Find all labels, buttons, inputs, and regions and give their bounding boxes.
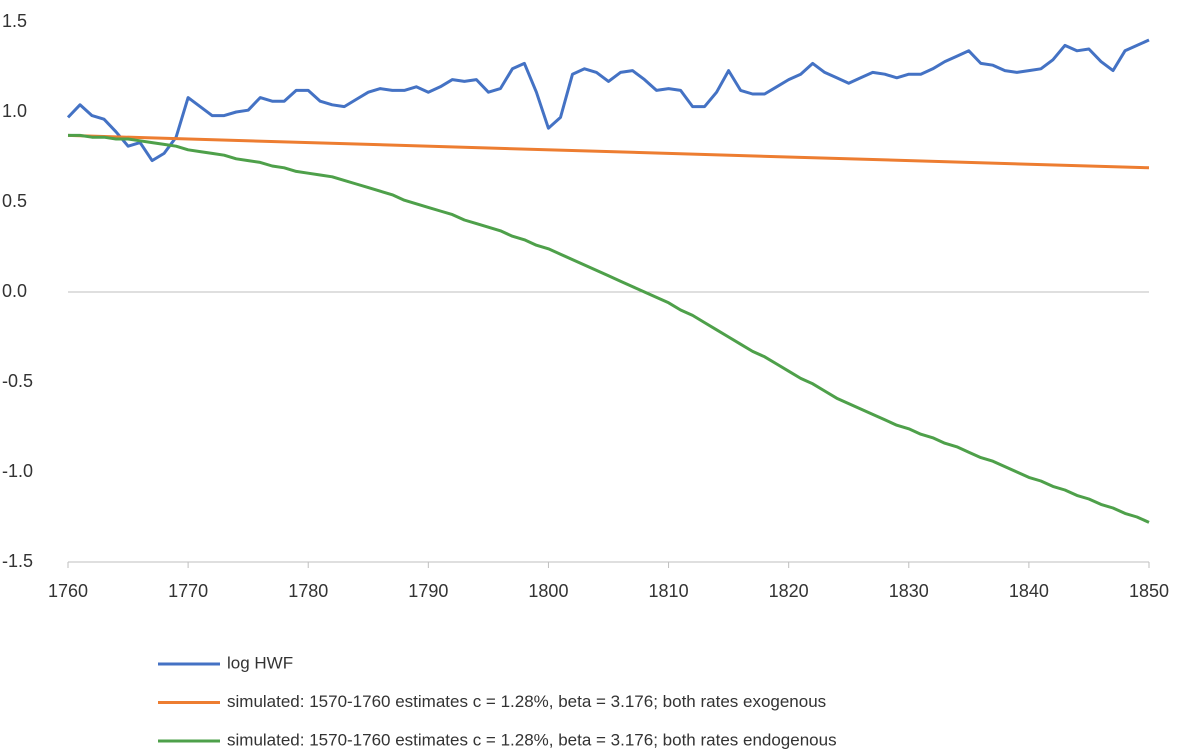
y-tick-label: 0.5 <box>2 191 27 211</box>
x-tick-label: 1820 <box>769 581 809 601</box>
y-tick-label: 1.5 <box>2 11 27 31</box>
y-tick-label: 0.0 <box>2 281 27 301</box>
x-tick-label: 1760 <box>48 581 88 601</box>
x-tick-label: 1800 <box>528 581 568 601</box>
data-line <box>68 133 1150 524</box>
y-tick-label: 1.0 <box>2 101 27 121</box>
x-tick-label: 1850 <box>1129 581 1169 601</box>
x-tick-label: 1790 <box>408 581 448 601</box>
data-line <box>66 38 1150 163</box>
x-tick-label: 1830 <box>889 581 929 601</box>
legend-label: simulated: 1570-1760 estimates c = 1.28%… <box>227 692 826 711</box>
y-tick-label: -0.5 <box>2 371 33 391</box>
legend-label: simulated: 1570-1760 estimates c = 1.28%… <box>227 730 837 749</box>
x-tick-label: 1810 <box>649 581 689 601</box>
x-tick-label: 1770 <box>168 581 208 601</box>
data-line <box>67 133 1150 170</box>
x-tick-label: 1840 <box>1009 581 1049 601</box>
y-tick-label: -1.0 <box>2 461 33 481</box>
x-tick-label: 1780 <box>288 581 328 601</box>
legend-label: log HWF <box>227 653 293 672</box>
y-tick-label: -1.5 <box>2 551 33 571</box>
